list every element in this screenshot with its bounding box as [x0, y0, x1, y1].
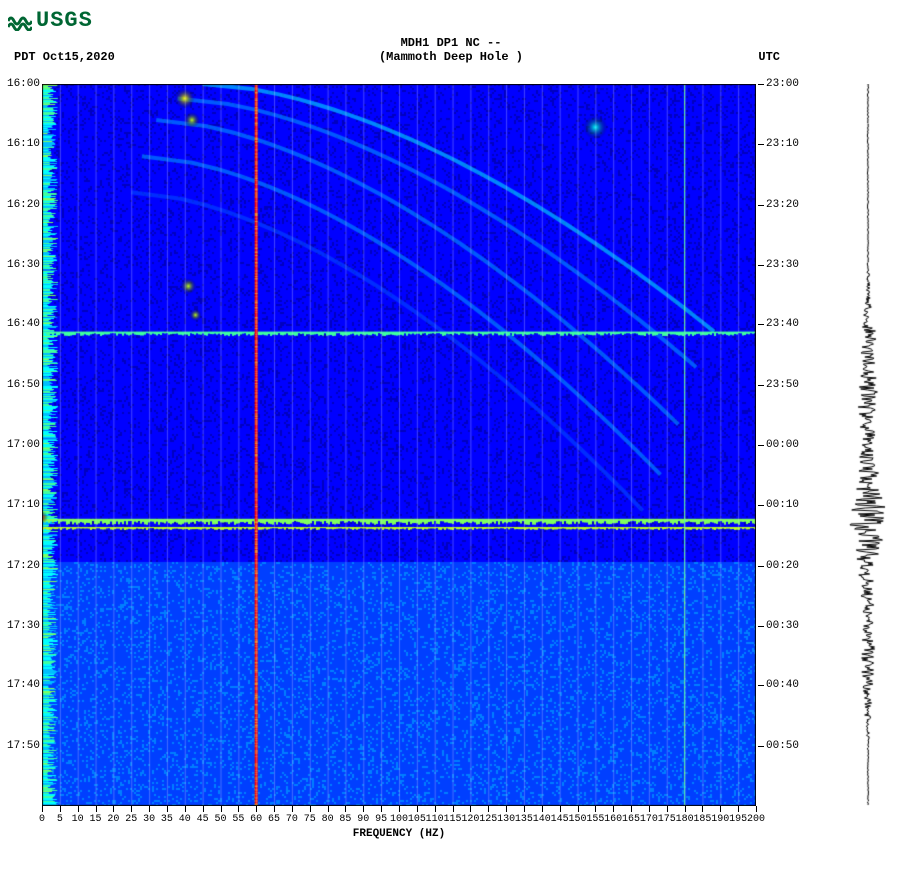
- y-right-tick: 23:20: [766, 199, 799, 211]
- y-left-tick: 16:30: [0, 259, 40, 271]
- x-tick: 90: [357, 814, 369, 825]
- y-left-tick: 16:20: [0, 199, 40, 211]
- x-tick: 80: [322, 814, 334, 825]
- x-tick: 15: [90, 814, 102, 825]
- seismogram-canvas: [848, 84, 888, 806]
- x-tick: 70: [286, 814, 298, 825]
- y-right-tick: 00:20: [766, 560, 799, 572]
- y-right-tick: 23:30: [766, 259, 799, 271]
- x-tick: 130: [497, 814, 515, 825]
- x-tick: 30: [143, 814, 155, 825]
- x-tick: 115: [444, 814, 462, 825]
- x-tick: 45: [197, 814, 209, 825]
- x-tick: 200: [747, 814, 765, 825]
- y-left-tick: 17:40: [0, 679, 40, 691]
- x-tick: 135: [515, 814, 533, 825]
- y-right-tick: 00:30: [766, 620, 799, 632]
- spectrogram-canvas: [42, 84, 756, 806]
- x-tick: 20: [107, 814, 119, 825]
- x-tick: 65: [268, 814, 280, 825]
- x-tick: 160: [604, 814, 622, 825]
- x-axis-label: FREQUENCY (HZ): [42, 828, 756, 840]
- x-tick: 100: [390, 814, 408, 825]
- y-right-tick: 23:40: [766, 318, 799, 330]
- y-left-tick: 17:20: [0, 560, 40, 572]
- usgs-wave-icon: [8, 11, 32, 31]
- x-tick: 5: [57, 814, 63, 825]
- y-left-tick: 17:10: [0, 499, 40, 511]
- x-tick: 60: [250, 814, 262, 825]
- usgs-logo-text: USGS: [36, 8, 93, 33]
- y-right-tick: 00:40: [766, 679, 799, 691]
- y-right-tick: 23:50: [766, 379, 799, 391]
- y-axis-pdt: 16:0016:1016:2016:3016:4016:5017:0017:10…: [0, 84, 40, 806]
- y-right-tick: 00:50: [766, 740, 799, 752]
- spectrogram-plot: [42, 84, 756, 806]
- y-left-tick: 16:10: [0, 138, 40, 150]
- x-tick: 180: [676, 814, 694, 825]
- y-right-tick: 23:00: [766, 78, 799, 90]
- x-tick: 75: [304, 814, 316, 825]
- seismogram-trace: [848, 84, 888, 806]
- x-tick: 105: [408, 814, 426, 825]
- x-tick: 0: [39, 814, 45, 825]
- y-left-tick: 17:30: [0, 620, 40, 632]
- x-tick: 25: [125, 814, 137, 825]
- x-tick: 85: [339, 814, 351, 825]
- x-tick: 145: [551, 814, 569, 825]
- x-tick: 50: [214, 814, 226, 825]
- y-right-tick: 00:00: [766, 439, 799, 451]
- x-tick: 125: [479, 814, 497, 825]
- y-left-tick: 16:00: [0, 78, 40, 90]
- y-right-tick: 00:10: [766, 499, 799, 511]
- x-tick: 150: [568, 814, 586, 825]
- chart-header: PDT Oct15,2020 MDH1 DP1 NC -- (Mammoth D…: [0, 36, 902, 76]
- x-tick: 185: [693, 814, 711, 825]
- x-tick: 195: [729, 814, 747, 825]
- y-left-tick: 17:50: [0, 740, 40, 752]
- header-station-id: MDH1 DP1 NC --: [0, 36, 902, 50]
- x-tick: 10: [72, 814, 84, 825]
- header-right-tz: UTC: [758, 50, 780, 64]
- x-tick: 140: [533, 814, 551, 825]
- y-left-tick: 16:50: [0, 379, 40, 391]
- y-axis-utc: 23:0023:1023:2023:3023:4023:5000:0000:10…: [758, 84, 802, 806]
- x-tick: 120: [461, 814, 479, 825]
- x-tick: 175: [658, 814, 676, 825]
- x-axis-frequency: FREQUENCY (HZ) 0 5 10 15 20 25 30 35 40 45 50 55 60 6…: [42, 806, 756, 846]
- x-tick: 35: [161, 814, 173, 825]
- y-right-tick: 23:10: [766, 138, 799, 150]
- y-left-tick: 16:40: [0, 318, 40, 330]
- x-tick: 170: [640, 814, 658, 825]
- x-tick: 155: [586, 814, 604, 825]
- y-left-tick: 17:00: [0, 439, 40, 451]
- x-tick: 55: [232, 814, 244, 825]
- x-tick: 40: [179, 814, 191, 825]
- x-tick: 95: [375, 814, 387, 825]
- x-tick: 190: [711, 814, 729, 825]
- usgs-logo: USGS: [8, 8, 93, 33]
- x-tick: 110: [426, 814, 444, 825]
- x-tick: 165: [622, 814, 640, 825]
